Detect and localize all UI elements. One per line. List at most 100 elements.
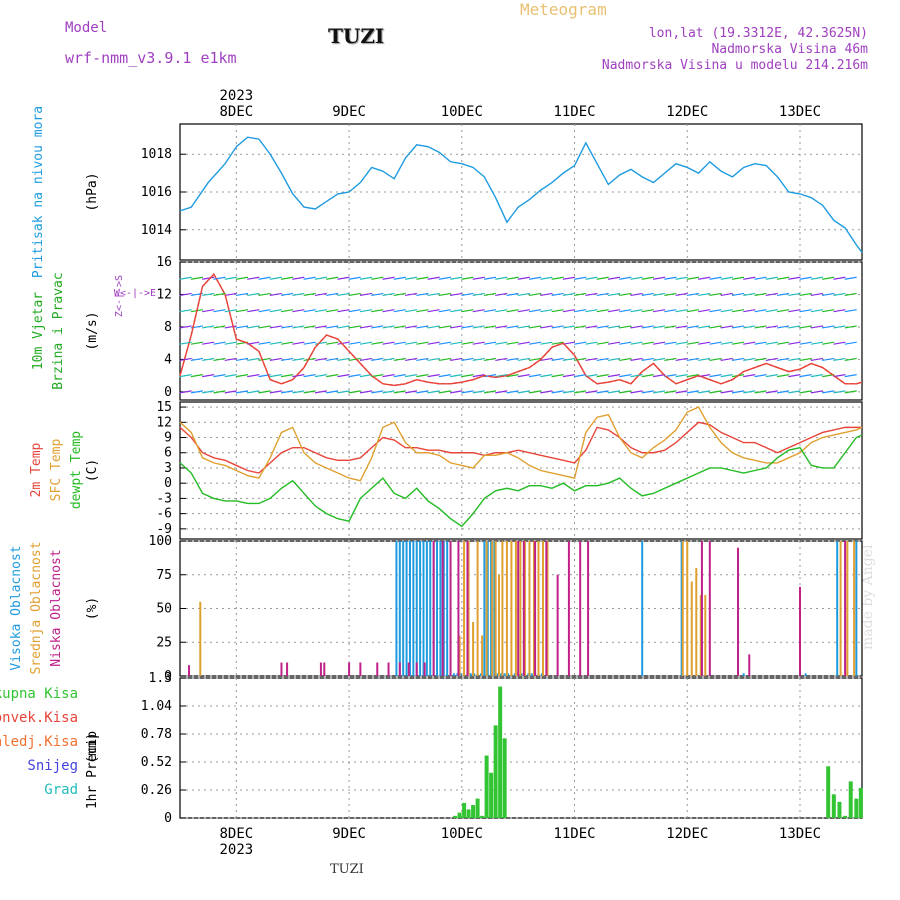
wind-arrow [416, 292, 429, 297]
legend-item: Snijeg [27, 758, 78, 774]
wind-arrow [551, 325, 564, 329]
wind-arrow [810, 341, 824, 345]
wind-arrow [348, 341, 361, 345]
wind-arrow [292, 390, 305, 394]
wind-arrow [528, 341, 542, 345]
wind-arrow [258, 309, 271, 313]
day-label-bottom: 13DEC [779, 826, 821, 842]
wind-arrow [709, 309, 722, 313]
wind-arrow [337, 276, 350, 280]
wind-arrow [652, 292, 666, 297]
wind-arrow [483, 325, 497, 329]
wind-arrow [743, 276, 756, 280]
bar [395, 541, 398, 676]
panel-frame [179, 123, 863, 261]
wind-arrow [607, 374, 621, 378]
bar [467, 541, 470, 676]
wind-arrow [731, 390, 745, 394]
wind-arrow [562, 292, 576, 297]
wind-arrow [382, 357, 395, 362]
wind-arrow [596, 357, 609, 362]
bar [407, 662, 410, 676]
bar [680, 541, 683, 676]
wind-arrow [483, 276, 497, 280]
panel-frame [179, 401, 863, 540]
wind-arrow [292, 292, 305, 297]
wind-arrow [280, 390, 294, 394]
wind-arrow [269, 292, 282, 297]
wind-arrow [269, 325, 282, 329]
wind-arrow [269, 309, 282, 313]
wind-arrow [743, 357, 756, 362]
wind-arrow [179, 390, 192, 394]
wind-arrow [675, 276, 688, 280]
y-tick-label: 16 [156, 255, 172, 270]
wind-arrow [698, 325, 711, 329]
wind-arrow [359, 309, 373, 313]
panel-frame [179, 677, 863, 819]
series-line-dewpt-temp [179, 434, 863, 528]
wind-arrow [641, 309, 654, 313]
bar [748, 654, 751, 676]
wind-arrow [822, 292, 835, 297]
wind-arrow [528, 309, 542, 313]
wind-arrow [731, 341, 745, 345]
wind-arrow [213, 325, 226, 329]
wind-arrow [754, 357, 767, 362]
bar [415, 662, 418, 676]
wind-arrow [247, 390, 260, 394]
wind-arrow [382, 325, 395, 329]
wind-arrow [664, 341, 677, 345]
bar [457, 812, 462, 818]
wind-arrow [382, 341, 395, 345]
wind-arrow [450, 341, 463, 345]
bar [514, 541, 517, 676]
wind-arrow [495, 276, 508, 280]
bar [700, 541, 703, 676]
wind-arrow [619, 276, 632, 280]
wind-arrow [258, 292, 271, 297]
wind-arrow [652, 276, 666, 280]
wind-arrow [472, 341, 485, 345]
wind-arrow [258, 325, 271, 329]
y-tick-label: 3 [164, 461, 172, 476]
bar [436, 541, 439, 676]
bar [459, 673, 462, 676]
wind-arrow [574, 357, 587, 362]
y-axis-label: Niska Oblacnost [49, 549, 64, 666]
y-axis-label: Brzina i Pravac [51, 272, 66, 389]
bar [528, 541, 531, 676]
bar [837, 801, 842, 818]
bar [839, 541, 842, 676]
wind-arrow [765, 341, 778, 345]
y-axis-label: 10m Vjetar [31, 292, 46, 370]
wind-arrow [641, 325, 654, 329]
day-label-bottom: 12DEC [666, 826, 708, 842]
wind-arrow [326, 325, 339, 329]
bar [486, 541, 489, 676]
wind-arrow [765, 292, 778, 297]
wind-arrow [540, 276, 553, 280]
wind-arrow [371, 357, 384, 362]
wind-arrow [495, 309, 508, 313]
wind-arrow [799, 309, 812, 313]
wind-arrow [652, 357, 666, 362]
wind-arrow [292, 309, 305, 313]
wind-arrow [630, 309, 643, 313]
bar [489, 772, 494, 818]
wind-arrow [844, 374, 857, 378]
bar [858, 787, 863, 818]
wind-arrow [404, 276, 418, 280]
wind-arrow [754, 325, 767, 329]
wind-arrow [190, 374, 204, 378]
wind-arrow [416, 390, 429, 394]
y-tick-label: 0.52 [141, 755, 172, 770]
wind-arrow [844, 325, 857, 329]
wind-arrow [303, 325, 316, 329]
wind-arrow [483, 309, 497, 313]
bar [854, 798, 859, 818]
bar [442, 541, 445, 676]
wind-arrow [743, 341, 756, 345]
wind-arrow [765, 276, 778, 280]
wind-arrow [551, 357, 564, 362]
